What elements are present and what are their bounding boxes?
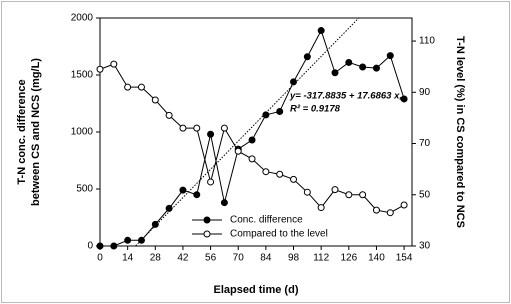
y2-tick-label: 50 (419, 189, 431, 200)
y2-tick-label: 70 (419, 138, 431, 149)
data-point (207, 178, 215, 186)
x-tick-label: 0 (97, 253, 103, 264)
y-tick-label: 500 (76, 184, 93, 195)
data-point (331, 186, 339, 194)
regression-line (134, 18, 360, 246)
data-point (248, 136, 256, 144)
data-point (400, 95, 408, 103)
data-point (110, 242, 118, 250)
data-point (262, 111, 270, 119)
data-point (179, 124, 187, 132)
data-point (386, 209, 394, 217)
data-point (276, 107, 284, 115)
data-point (179, 186, 187, 194)
x-tick-label: 126 (340, 253, 357, 264)
x-tick-label: 14 (122, 253, 134, 264)
data-point (207, 130, 215, 138)
data-point (290, 78, 298, 86)
data-point (220, 124, 228, 132)
x-tick-label: 140 (368, 253, 385, 264)
data-point (110, 60, 118, 68)
data-point (345, 58, 353, 66)
data-point (124, 83, 132, 91)
data-point (400, 201, 408, 209)
x-tick-label: 70 (233, 253, 245, 264)
regression-equation: y= -317.8835 + 17.6863 x, (289, 91, 402, 102)
data-point (137, 83, 145, 91)
y2-axis-label: T-N level (%) in CS compared to NCS (454, 36, 466, 228)
y-tick-label: 0 (87, 241, 93, 252)
data-point (386, 52, 394, 60)
y-tick-label: 2000 (71, 13, 94, 24)
regression-r2: R² = 0.9178 (290, 104, 341, 115)
data-point (359, 191, 367, 199)
data-point (165, 204, 173, 212)
data-point (317, 27, 325, 35)
y-tick-label: 1000 (71, 127, 94, 138)
y-axis-label: T-N conc. difference (16, 79, 28, 184)
data-point (359, 63, 367, 71)
data-point (276, 170, 284, 178)
data-point (151, 220, 159, 228)
legend-label: Conc. difference (230, 215, 303, 226)
data-point (372, 64, 380, 72)
legend-marker (203, 216, 211, 224)
data-point (317, 204, 325, 212)
data-point (220, 199, 228, 207)
data-point (165, 111, 173, 119)
data-point (290, 175, 298, 183)
data-point (303, 53, 311, 61)
data-point (193, 191, 201, 199)
y2-tick-label: 30 (419, 241, 431, 252)
x-tick-label: 154 (396, 253, 413, 264)
x-axis-label: Elapsed time (d) (214, 284, 299, 296)
data-point (96, 242, 104, 250)
x-tick-label: 112 (313, 253, 329, 264)
data-point (151, 96, 159, 104)
data-point (193, 124, 201, 132)
data-point (262, 168, 270, 176)
legend-marker (203, 230, 211, 238)
data-point (248, 155, 256, 163)
x-tick-label: 28 (150, 253, 162, 264)
x-tick-label: 84 (260, 253, 272, 264)
data-point (96, 65, 104, 73)
y-axis-label: between CS and NCS (mg/L) (30, 58, 42, 206)
y2-tick-label: 90 (419, 87, 431, 98)
x-tick-label: 56 (205, 253, 217, 264)
y-tick-label: 1500 (71, 70, 94, 81)
data-point (345, 191, 353, 199)
data-point (137, 236, 145, 244)
x-tick-label: 42 (177, 253, 189, 264)
data-point (331, 69, 339, 77)
data-point (124, 236, 132, 244)
data-point (372, 206, 380, 214)
x-tick-label: 98 (288, 253, 300, 264)
y2-tick-label: 110 (419, 36, 435, 47)
legend-label: Compared to the level (230, 229, 328, 240)
data-point (234, 147, 242, 155)
data-point (303, 188, 311, 196)
